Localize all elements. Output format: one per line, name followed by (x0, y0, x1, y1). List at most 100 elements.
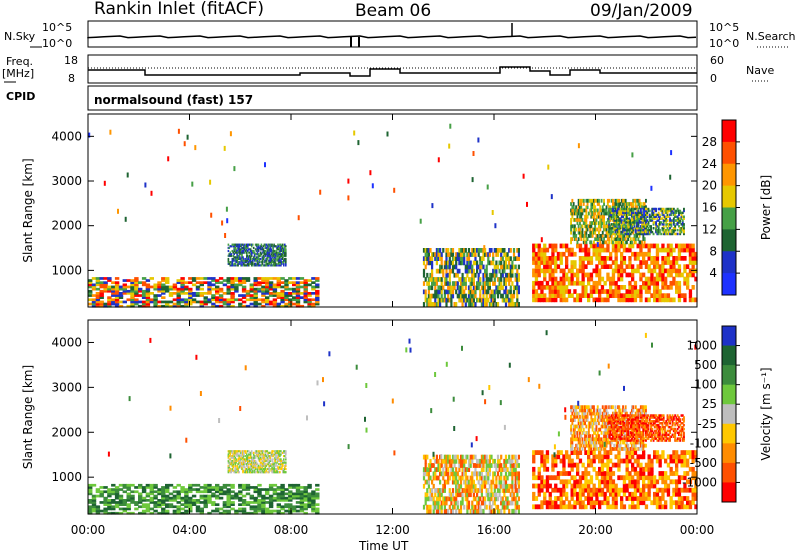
echo-cell (184, 490, 189, 494)
echo-cell (229, 253, 232, 256)
echo-cell (248, 251, 250, 254)
echo-cell (233, 256, 235, 259)
echo-cell (176, 483, 181, 487)
echo-cell (242, 471, 244, 474)
echo-cell (307, 503, 312, 506)
echo-cell (229, 467, 232, 471)
echo-cell (267, 253, 269, 256)
echo-cell (439, 492, 442, 498)
echo-cell (282, 254, 284, 257)
echo-cell (130, 501, 135, 504)
echo-cell (562, 272, 566, 278)
colorbar-tick-label: 28 (702, 135, 717, 149)
echo-cell (246, 259, 248, 262)
echo-cell (288, 304, 293, 308)
echo-cell (584, 256, 588, 261)
echo-cell (434, 285, 437, 291)
echo-cell (458, 467, 461, 472)
echo-cell (251, 259, 254, 262)
echo-cell (275, 458, 277, 461)
echo-cell (232, 257, 234, 261)
echo-cell (188, 302, 193, 306)
echo-cell (255, 259, 258, 262)
echo-cell (256, 256, 259, 259)
echo-cell (585, 205, 588, 210)
echo-cell (623, 225, 626, 228)
echo-cell (273, 245, 275, 248)
echo-cell (664, 232, 666, 236)
echo-cell (439, 264, 442, 270)
echo-cell (584, 243, 588, 249)
echo-cell (498, 285, 501, 291)
echo-cell (260, 261, 263, 264)
echo-cell (680, 227, 683, 230)
echo-cell (267, 451, 269, 454)
echo-cell (691, 247, 695, 253)
echo-cell (228, 253, 231, 256)
echo-cell (642, 280, 646, 286)
echo-cell (130, 483, 135, 487)
echo-cell (238, 456, 240, 459)
echo-cell (534, 297, 539, 303)
echo-cell (299, 507, 305, 511)
echo-cell (226, 279, 231, 282)
echo-cell (466, 475, 469, 481)
echo-cell (503, 500, 506, 506)
echo-cell (311, 281, 316, 284)
echo-cell (474, 252, 477, 257)
echo-cell (218, 492, 224, 496)
echo-cell (439, 302, 442, 307)
echo-cell (506, 293, 509, 299)
echo-cell (437, 289, 440, 295)
echo-cell (249, 507, 254, 511)
echo-cell (508, 264, 511, 270)
echo-cell (613, 232, 616, 236)
echo-cell (265, 469, 268, 472)
echo-cell (264, 471, 267, 474)
echo-cell (95, 302, 101, 306)
echo-cell (466, 483, 469, 489)
echo-cell (620, 237, 623, 241)
echo-cell (622, 207, 624, 211)
echo-cell (268, 483, 274, 487)
echo-cell (508, 272, 511, 278)
echo-cell (276, 505, 281, 509)
echo-cell (634, 215, 637, 218)
echo-cell (642, 230, 645, 234)
echo-cell (559, 276, 563, 282)
echo-cell (257, 483, 262, 487)
echo-cell (485, 454, 488, 460)
echo-cell (188, 509, 193, 513)
echo-cell (573, 230, 576, 235)
echo-cell (195, 488, 201, 491)
echo-cell (234, 248, 236, 251)
echo-cell (149, 292, 154, 295)
echo-cell (233, 253, 235, 256)
echo-cell (662, 211, 665, 215)
echo-cell (261, 251, 264, 254)
echo-cell (222, 492, 228, 496)
echo-cell (114, 287, 120, 291)
echo-cell (628, 202, 631, 206)
echo-cell (145, 483, 151, 487)
echo-cell (586, 227, 589, 232)
echo-cell (471, 268, 474, 274)
echo-cell (203, 300, 208, 304)
echo-cell (253, 455, 256, 458)
echo-cell (437, 297, 440, 303)
echo-cell (307, 304, 312, 308)
echo-cell (238, 249, 240, 253)
echo-cell (280, 490, 285, 494)
echo-cell (236, 256, 238, 259)
echo-cell (680, 215, 683, 218)
echo-cell (477, 272, 480, 278)
echo-cell (227, 456, 230, 459)
echo-cell (431, 268, 434, 274)
echo-cell (180, 488, 185, 491)
echo-cell (480, 260, 483, 266)
echo-cell (265, 281, 270, 284)
echo-cell (665, 211, 668, 215)
echo-cell (461, 289, 464, 295)
echo-cell (605, 230, 608, 235)
echo-cell (577, 198, 580, 203)
